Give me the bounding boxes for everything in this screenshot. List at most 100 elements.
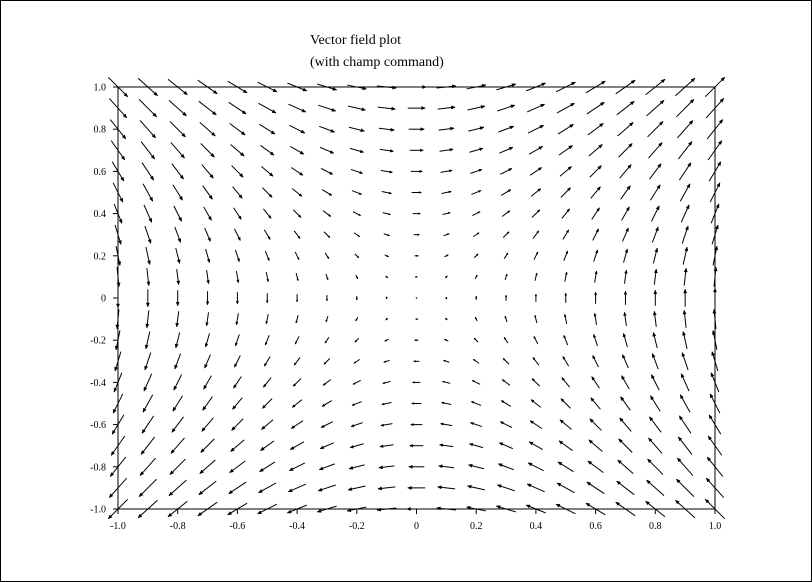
vector-arrow — [257, 81, 278, 93]
vector-arrow — [680, 373, 690, 392]
vector-arrow — [145, 289, 150, 308]
vector-arrow — [615, 501, 636, 517]
vector-arrow — [288, 462, 306, 472]
vector-arrow — [682, 309, 687, 328]
vector-arrow — [591, 207, 600, 220]
vector-arrow — [414, 317, 418, 321]
vector-arrow — [618, 438, 633, 453]
vector-arrow — [170, 437, 185, 454]
vector-arrow — [676, 457, 694, 476]
vector-arrow — [258, 461, 276, 473]
vector-arrow — [407, 106, 426, 111]
vector-arrow — [227, 80, 248, 94]
vector-arrow — [531, 378, 541, 387]
vector-arrow — [350, 422, 363, 428]
vector-arrow — [587, 460, 604, 474]
vector-arrow — [707, 140, 723, 161]
vector-arrow — [710, 372, 720, 393]
vector-arrow — [651, 226, 659, 243]
vector-arrow — [288, 103, 307, 113]
vector-arrow — [560, 398, 571, 409]
vector-arrow — [355, 296, 358, 301]
vector-arrow — [289, 441, 305, 451]
vector-arrow — [617, 459, 634, 474]
vector-arrow — [646, 479, 665, 497]
y-tick-label: 0.4 — [94, 209, 107, 220]
vector-arrow — [590, 186, 601, 199]
vector-arrow — [385, 296, 388, 300]
vector-arrow — [108, 98, 128, 119]
vector-arrow — [504, 273, 508, 280]
vector-arrow — [499, 146, 514, 154]
x-tick-label: -0.2 — [349, 521, 365, 532]
vector-arrow — [143, 204, 153, 223]
vector-arrow — [234, 249, 240, 263]
vector-arrow — [145, 310, 150, 329]
vector-arrow — [347, 105, 367, 112]
vector-arrow — [467, 105, 486, 111]
vector-arrow — [347, 84, 368, 91]
vector-arrow — [354, 253, 360, 259]
vector-arrow — [174, 353, 182, 370]
vector-arrow — [445, 296, 448, 300]
vector-arrow — [557, 461, 574, 473]
vector-arrow — [471, 380, 481, 385]
vector-arrow — [205, 291, 210, 306]
vector-arrow — [437, 105, 456, 110]
vector-arrow — [317, 83, 338, 91]
vector-arrow — [380, 423, 393, 427]
vector-arrow — [169, 458, 186, 476]
vector-arrow — [620, 396, 631, 411]
vector-arrow — [324, 337, 330, 344]
vector-arrow — [590, 397, 601, 410]
vector-arrow — [500, 168, 513, 175]
vector-arrow — [206, 270, 210, 285]
vector-arrow — [349, 147, 365, 153]
vector-arrow — [713, 266, 718, 287]
vector-arrow — [264, 250, 270, 262]
vector-arrow — [352, 211, 362, 216]
vector-arrow — [263, 356, 271, 367]
vector-arrow — [652, 310, 657, 327]
vector-arrow — [411, 191, 422, 194]
vector-arrow — [139, 120, 157, 139]
vector-arrow — [317, 484, 336, 492]
vector-arrow — [592, 228, 599, 241]
vector-arrow — [437, 464, 455, 469]
vector-arrow — [261, 398, 273, 409]
vector-arrow — [139, 457, 156, 477]
vector-arrow — [704, 76, 726, 98]
vector-arrow — [115, 309, 120, 330]
vector-arrow — [556, 102, 576, 114]
vector-arrow — [591, 376, 600, 389]
y-tick-label: -0.6 — [90, 420, 106, 431]
y-axis: -1.0 -0.8 -0.6 -0.4 -0.2 0 0.2 0.4 0.6 0.8 1.0 — [90, 83, 118, 516]
vector-arrow — [229, 122, 246, 136]
vector-arrow — [622, 227, 629, 242]
vector-arrow — [173, 205, 183, 222]
vector-arrow — [526, 103, 546, 113]
vector-arrow — [498, 442, 514, 450]
vector-arrow — [293, 357, 301, 366]
vector-arrow — [376, 507, 397, 512]
vector-arrow — [616, 480, 635, 496]
vector-arrow — [380, 169, 394, 174]
vector-arrow — [619, 164, 632, 179]
vector-arrow — [318, 104, 337, 112]
vector-arrow — [676, 98, 695, 118]
vector-arrow — [649, 416, 662, 433]
vector-arrow — [497, 463, 514, 471]
vector-arrow — [648, 437, 663, 454]
vector-arrow — [503, 252, 509, 259]
vector-arrow — [205, 248, 211, 264]
vector-arrow — [322, 210, 332, 217]
vector-arrow — [235, 313, 239, 326]
vector-arrow — [527, 124, 545, 134]
vector-arrow — [528, 441, 543, 451]
vector-arrow — [377, 106, 397, 111]
vector-arrow — [175, 290, 180, 307]
vector-arrow — [205, 312, 210, 327]
arrow-layer — [107, 76, 726, 520]
vector-arrow — [114, 351, 122, 372]
vector-arrow — [203, 375, 212, 390]
